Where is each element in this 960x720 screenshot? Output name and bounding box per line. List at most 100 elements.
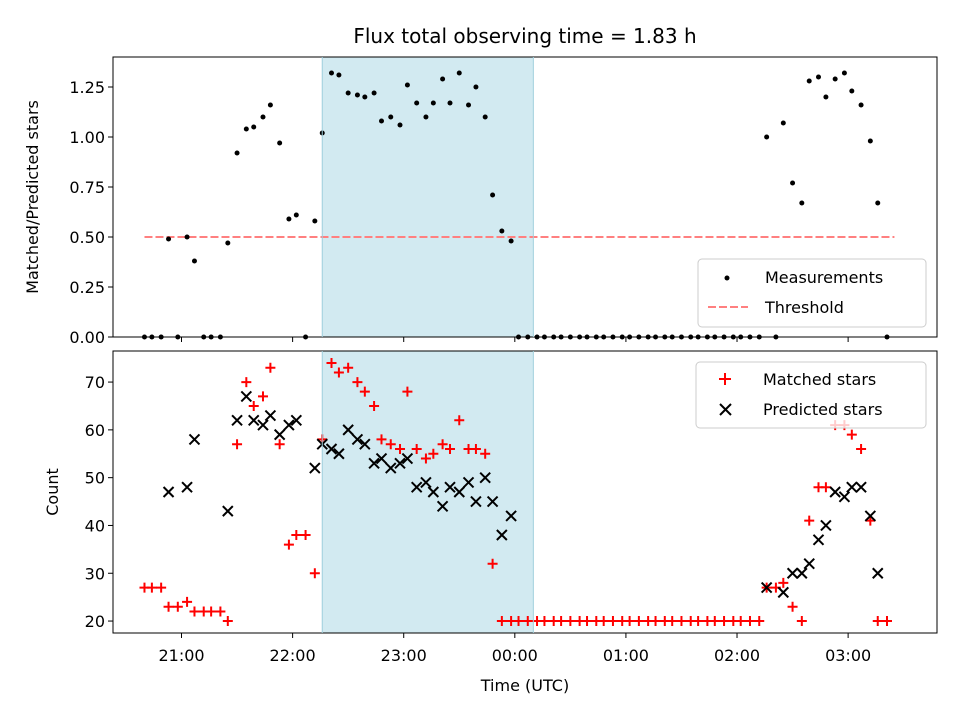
data-point: [146, 582, 157, 593]
x-tick-label: 21:00: [158, 646, 204, 665]
data-point: [312, 218, 318, 224]
y-ticks-bottom: 20 30 40 50 60 70: [85, 373, 113, 631]
data-point: [430, 100, 436, 106]
data-point: [293, 212, 299, 218]
y-tick-label: 30: [85, 564, 105, 583]
data-point: [225, 240, 231, 246]
data-point: [447, 100, 453, 106]
x-tick-label: 23:00: [381, 646, 427, 665]
data-point: [326, 357, 337, 368]
data-point: [240, 390, 253, 403]
legend-bottom: Matched stars Predicted stars: [695, 361, 927, 429]
legend-label-matched: Matched stars: [763, 370, 876, 389]
data-point: [362, 94, 368, 100]
data-point: [300, 530, 311, 541]
data-point: [796, 567, 808, 579]
data-point: [582, 616, 593, 627]
data-point: [257, 391, 268, 402]
data-point: [598, 616, 609, 627]
data-point: [823, 94, 829, 100]
data-point: [829, 486, 841, 498]
count-panel: 20 30 40 50 60 70 21:00 22:00 23:00 00:00 01:00 02…: [43, 350, 938, 695]
data-point: [486, 495, 499, 508]
x-tick-label: 01:00: [603, 646, 649, 665]
ratio-panel: 0.00 0.25 0.50 0.75 1.00 1.25 Matched/Predict…: [23, 56, 938, 347]
data-point: [427, 486, 440, 498]
y-tick-label: 1.25: [69, 78, 105, 97]
data-point: [428, 448, 439, 459]
data-point: [388, 114, 394, 120]
data-point: [162, 486, 175, 498]
legend-label-predicted: Predicted stars: [763, 400, 883, 419]
data-point: [513, 616, 524, 627]
data-point: [650, 616, 661, 627]
data-point: [274, 439, 285, 450]
y-tick-label: 20: [85, 612, 105, 631]
data-point: [496, 529, 508, 541]
x-tick-label: 02:00: [714, 646, 760, 665]
axes-frame-bottom: [112, 350, 938, 634]
data-point: [437, 439, 448, 450]
data-point: [345, 90, 351, 96]
data-point: [420, 476, 432, 489]
data-point: [243, 126, 249, 132]
data-point: [838, 491, 851, 503]
data-point: [333, 448, 345, 460]
data-point: [184, 234, 190, 240]
data-point: [352, 377, 363, 388]
data-point: [156, 582, 167, 593]
data-point: [760, 581, 773, 594]
data-point: [234, 150, 240, 156]
data-point: [273, 428, 286, 441]
y-axis-label-bottom: Count: [43, 468, 62, 516]
y-ticks-top: 0.00 0.25 0.50 0.75 1.00 1.25: [69, 78, 113, 347]
data-point: [402, 386, 413, 397]
data-point: [222, 616, 233, 627]
data-point: [267, 102, 273, 108]
data-point: [231, 414, 243, 427]
legend-box-bottom: [695, 361, 927, 429]
data-point: [490, 192, 496, 198]
data-point: [385, 439, 396, 450]
data-point: [277, 140, 283, 146]
data-point: [290, 414, 303, 427]
axes-frame-top: [112, 56, 938, 338]
data-point: [414, 100, 420, 106]
y-tick-label: 0.00: [69, 328, 105, 347]
data-point: [378, 118, 384, 124]
data-point: [368, 457, 380, 470]
data-point: [820, 482, 831, 493]
data-point: [539, 616, 550, 627]
data-point: [841, 70, 847, 76]
data-point: [265, 362, 276, 373]
legend-box-top: [697, 258, 927, 328]
data-point: [858, 102, 864, 108]
y-tick-label: 40: [85, 516, 105, 535]
observing-span-top: [322, 57, 534, 337]
data-point: [395, 443, 406, 454]
data-point: [436, 500, 449, 513]
data-point: [693, 616, 704, 627]
data-point: [872, 567, 884, 579]
data-point: [404, 82, 410, 88]
data-point: [385, 462, 397, 474]
data-point: [607, 616, 618, 627]
data-point: [172, 601, 183, 612]
data-point: [508, 238, 514, 244]
x-tick-label: 03:00: [825, 646, 871, 665]
data-point: [248, 400, 259, 411]
data-point: [522, 616, 533, 627]
data-point: [286, 216, 292, 222]
data-point: [505, 510, 517, 522]
data-point: [790, 180, 796, 186]
data-point: [445, 443, 456, 454]
data-point: [786, 567, 799, 579]
data-point: [780, 120, 786, 126]
data-point: [333, 367, 344, 378]
count-series: [139, 357, 893, 627]
data-point: [453, 486, 465, 498]
data-point: [283, 419, 295, 431]
data-point: [462, 476, 475, 489]
y-tick-label: 0.75: [69, 178, 105, 197]
data-point: [257, 419, 269, 431]
